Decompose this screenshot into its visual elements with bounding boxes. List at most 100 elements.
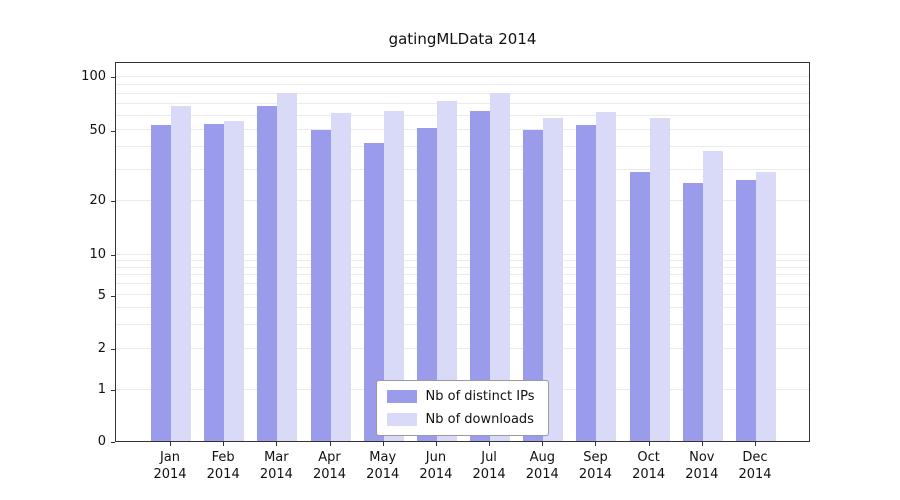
bar-nb-of-downloads — [490, 93, 511, 441]
x-tick-mark — [382, 442, 384, 446]
x-tick-month: Dec — [742, 450, 768, 465]
bar-nb-of-distinct-ips — [576, 125, 597, 441]
bar-nb-of-distinct-ips — [736, 180, 756, 441]
bar-nb-of-downloads — [277, 93, 298, 441]
chart-title: gatingMLData 2014 — [388, 30, 537, 48]
y-tick-label: 20 — [89, 193, 106, 209]
legend: Nb of distinct IPs Nb of downloads — [375, 380, 550, 436]
bar-nb-of-distinct-ips — [470, 110, 491, 441]
x-tick-month: Mar — [264, 450, 289, 465]
x-tick-year: 2014 — [578, 467, 612, 482]
x-tick-mark — [435, 442, 437, 446]
x-tick-month: Aug — [529, 450, 555, 465]
y-tick-label: 2 — [97, 341, 106, 357]
x-tick-label: Nov 2014 — [670, 449, 734, 483]
grid-line — [116, 115, 809, 116]
x-tick-year: 2014 — [472, 467, 506, 482]
grid-line — [116, 168, 809, 170]
grid-line — [116, 259, 809, 261]
legend-item-downloads: Nb of downloads — [386, 412, 535, 427]
legend-item-distinct-ips: Nb of distinct IPs — [386, 389, 535, 404]
grid-line — [116, 283, 809, 285]
bar-nb-of-downloads — [383, 110, 404, 441]
x-tick-year: 2014 — [632, 467, 666, 482]
bar-nb-of-downloads — [649, 118, 670, 441]
y-tick-label: 10 — [89, 247, 106, 262]
legend-swatch-distinct-ips — [386, 390, 417, 403]
bar-nb-of-downloads — [224, 120, 245, 441]
y-tick-mark — [111, 442, 115, 443]
bar-nb-of-distinct-ips — [416, 128, 437, 441]
bar-nb-of-downloads — [756, 171, 776, 441]
x-tick-label: Jul 2014 — [457, 449, 521, 483]
x-tick-label: Aug 2014 — [510, 449, 574, 483]
grid-line — [116, 324, 809, 326]
grid-line — [116, 294, 809, 296]
grid-line — [116, 83, 809, 85]
y-tick-label: 0 — [97, 434, 106, 449]
bar-nb-of-distinct-ips — [363, 143, 384, 441]
x-tick-month: Apr — [318, 450, 341, 465]
x-tick-label: Sep 2014 — [563, 449, 627, 483]
x-tick-year: 2014 — [738, 467, 772, 482]
legend-label-distinct-ips: Nb of distinct IPs — [425, 389, 535, 404]
bar-nb-of-distinct-ips — [257, 105, 278, 441]
y-tick-label: 50 — [89, 122, 106, 138]
x-tick-month: Sep — [583, 450, 608, 465]
x-tick-year: 2014 — [259, 467, 293, 482]
y-tick-mark — [111, 77, 115, 78]
x-tick-mark — [170, 442, 171, 446]
x-tick-mark — [489, 442, 491, 446]
x-tick-label: Jan 2014 — [138, 449, 202, 483]
bar-nb-of-distinct-ips — [204, 123, 225, 441]
grid-line — [116, 92, 809, 94]
x-tick-month: Oct — [637, 450, 660, 465]
legend-label-downloads: Nb of downloads — [425, 412, 534, 427]
bar-nb-of-distinct-ips — [151, 125, 171, 441]
x-tick-month: May — [369, 450, 397, 465]
x-tick-label: Jun 2014 — [404, 449, 468, 483]
x-tick-mark — [701, 442, 703, 446]
x-tick-mark — [755, 442, 756, 446]
x-tick-month: Feb — [211, 450, 235, 465]
x-tick-mark — [648, 442, 650, 446]
grid-line — [116, 274, 809, 276]
bar-nb-of-downloads — [702, 150, 723, 441]
x-tick-month: Jan — [159, 450, 181, 465]
grid-line — [116, 146, 809, 148]
grid-line — [116, 253, 809, 255]
x-tick-mark — [595, 442, 597, 446]
x-tick-year: 2014 — [366, 467, 400, 482]
grid-line — [116, 103, 809, 105]
bar-nb-of-distinct-ips — [310, 129, 331, 441]
x-tick-mark — [276, 442, 278, 446]
x-tick-mark — [329, 442, 331, 446]
y-tick-label: 1 — [97, 382, 106, 398]
x-tick-label: May 2014 — [351, 449, 415, 483]
x-tick-year: 2014 — [206, 467, 240, 482]
bar-nb-of-distinct-ips — [682, 183, 703, 441]
y-tick-label: 5 — [97, 287, 106, 303]
grid-line — [116, 199, 809, 201]
x-tick-label: Feb 2014 — [191, 449, 255, 483]
bar-nb-of-downloads — [543, 118, 564, 441]
x-tick-mark — [223, 442, 225, 446]
grid-line — [116, 129, 809, 131]
x-tick-year: 2014 — [419, 467, 453, 482]
bar-nb-of-distinct-ips — [629, 171, 650, 441]
y-tick-label: 100 — [81, 69, 106, 84]
bar-nb-of-downloads — [596, 111, 617, 441]
legend-swatch-downloads — [386, 413, 417, 426]
bar-nb-of-downloads — [436, 101, 457, 441]
x-tick-year: 2014 — [685, 467, 719, 482]
grid-line — [116, 75, 809, 77]
y-tick-mark — [111, 349, 115, 351]
x-tick-month: Jun — [425, 450, 447, 465]
y-tick-mark — [111, 130, 115, 132]
y-tick-mark — [111, 295, 115, 297]
x-tick-year: 2014 — [312, 467, 347, 482]
x-tick-label: Apr 2014 — [298, 449, 362, 483]
x-tick-label: Mar 2014 — [244, 449, 308, 483]
x-tick-label: Oct 2014 — [617, 449, 681, 483]
